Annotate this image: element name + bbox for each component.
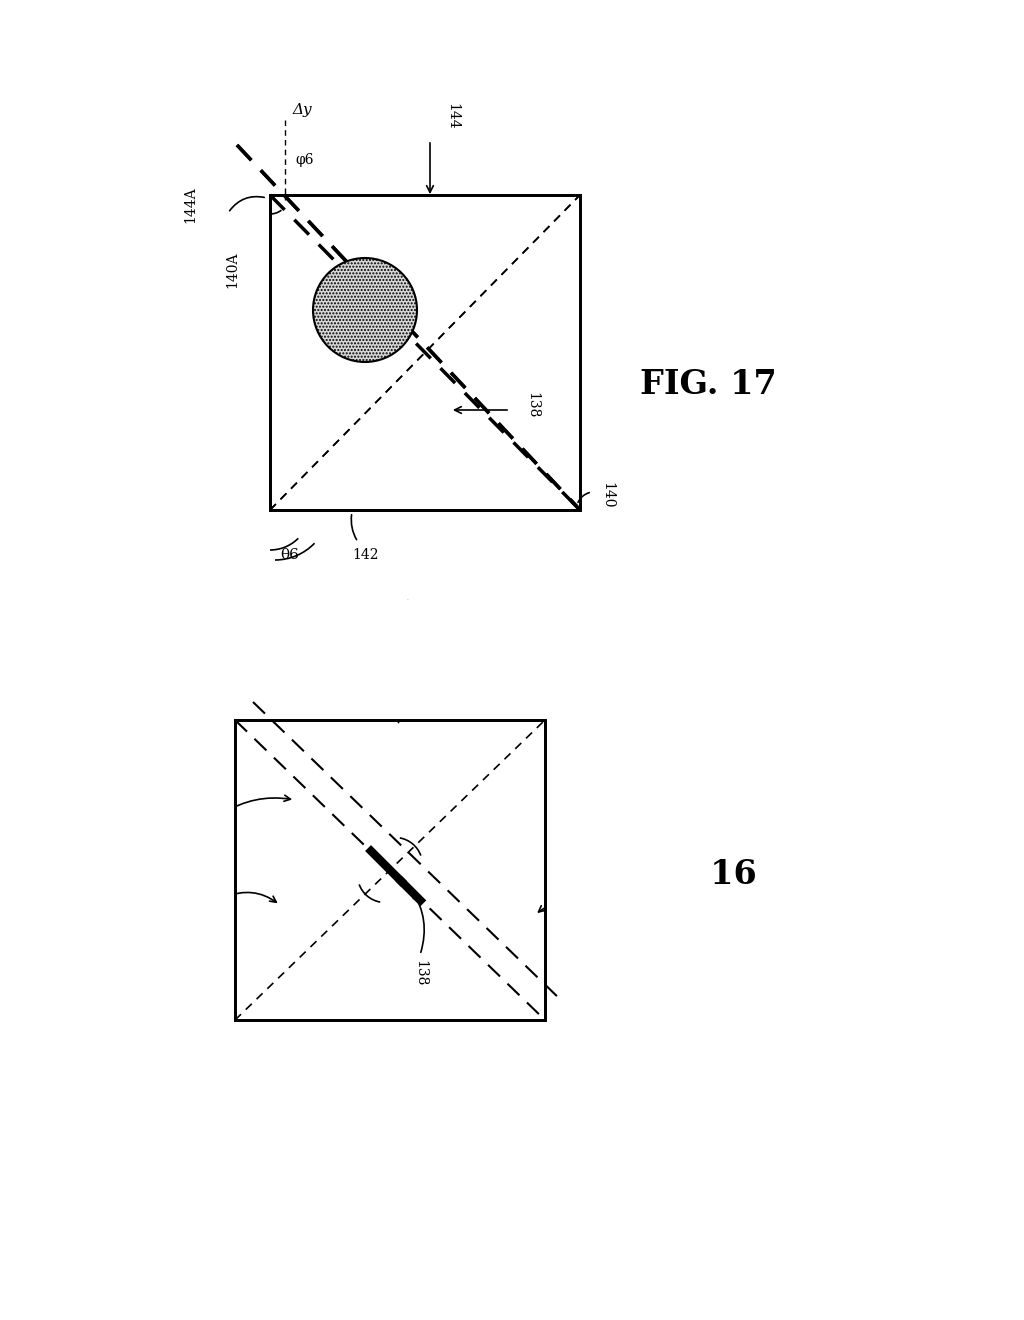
Text: US 2016/0081666 A1: US 2016/0081666 A1 bbox=[660, 53, 831, 67]
Text: 136: 136 bbox=[186, 882, 200, 908]
Polygon shape bbox=[234, 1020, 545, 1320]
Bar bbox=[234, 719, 545, 1020]
Bar bbox=[234, 719, 545, 1020]
Circle shape bbox=[313, 257, 417, 362]
Text: 140A: 140A bbox=[225, 252, 239, 288]
Bar bbox=[234, 719, 545, 1020]
Text: 142: 142 bbox=[352, 548, 379, 562]
Text: 132: 132 bbox=[567, 887, 581, 913]
Polygon shape bbox=[545, 601, 700, 1320]
Text: FIG. 16: FIG. 16 bbox=[620, 858, 757, 891]
Text: 144A: 144A bbox=[183, 186, 197, 223]
Polygon shape bbox=[270, 0, 1024, 195]
Text: Mar. 24, 2016  Sheet 9 of 11: Mar. 24, 2016 Sheet 9 of 11 bbox=[365, 53, 597, 67]
Text: 138: 138 bbox=[525, 392, 539, 418]
Text: 134A: 134A bbox=[332, 1074, 368, 1110]
Bar bbox=[270, 195, 580, 510]
Text: 136B: 136B bbox=[393, 598, 407, 635]
Text: θ6: θ6 bbox=[280, 548, 299, 562]
Bar bbox=[270, 195, 580, 510]
Bar bbox=[270, 195, 580, 510]
Polygon shape bbox=[580, 195, 1024, 1320]
Text: 140: 140 bbox=[600, 482, 614, 508]
Text: FIG. 17: FIG. 17 bbox=[640, 368, 777, 401]
Text: φ6: φ6 bbox=[295, 153, 313, 168]
Polygon shape bbox=[0, 0, 270, 1320]
Bar bbox=[270, 195, 580, 510]
Text: Δy: Δy bbox=[293, 103, 312, 117]
Text: 136A: 136A bbox=[238, 1074, 272, 1110]
Polygon shape bbox=[0, 601, 234, 1320]
Text: 144: 144 bbox=[445, 103, 459, 129]
Text: Patent Application Publication: Patent Application Publication bbox=[85, 53, 337, 67]
Polygon shape bbox=[270, 510, 580, 1320]
Polygon shape bbox=[234, 601, 545, 719]
Text: 138: 138 bbox=[413, 960, 427, 986]
Text: 134B: 134B bbox=[532, 1055, 568, 1090]
Text: 134: 134 bbox=[186, 797, 200, 824]
